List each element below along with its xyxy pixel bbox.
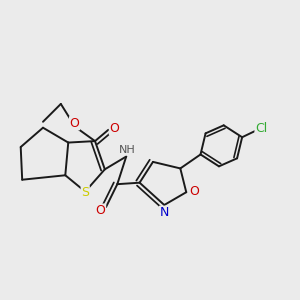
Text: N: N xyxy=(160,206,169,219)
Text: S: S xyxy=(81,186,89,199)
Text: O: O xyxy=(190,185,200,198)
Text: O: O xyxy=(70,117,80,130)
Text: NH: NH xyxy=(118,145,135,155)
Text: Cl: Cl xyxy=(255,122,267,135)
Text: O: O xyxy=(110,122,119,135)
Text: O: O xyxy=(96,204,106,217)
